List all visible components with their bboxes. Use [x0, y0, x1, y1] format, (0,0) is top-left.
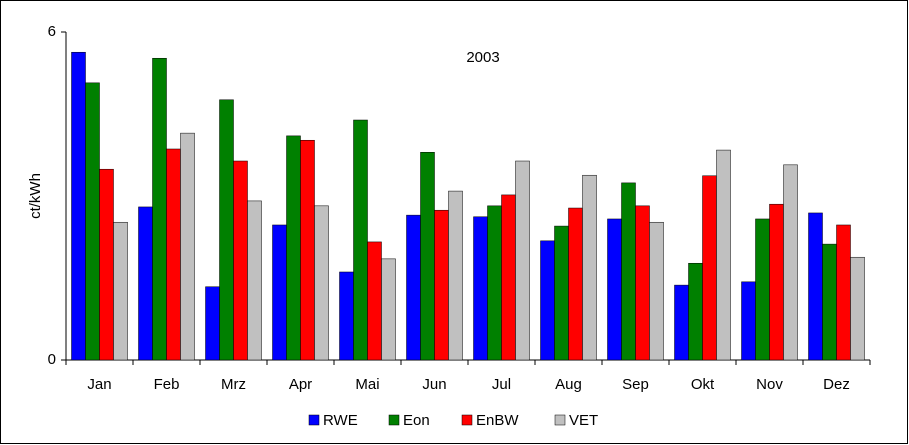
bar	[314, 205, 329, 361]
bar	[755, 218, 770, 361]
x-tick-label: Mai	[355, 376, 379, 393]
chart-title: 2003	[466, 49, 499, 66]
bar	[420, 152, 435, 361]
y-tick-label: 6	[48, 23, 56, 40]
bar	[205, 286, 220, 361]
bar	[554, 225, 569, 361]
bar	[688, 262, 703, 361]
bar	[635, 205, 650, 361]
bar	[473, 216, 488, 361]
x-tick-label: Dez	[823, 376, 850, 393]
bar	[674, 284, 689, 361]
x-tick-label: Aug	[555, 376, 582, 393]
bar	[71, 51, 86, 361]
y-axis-label: ct/kWh	[27, 173, 44, 219]
legend-label: Eon	[403, 412, 430, 429]
bar	[649, 221, 664, 361]
bar	[808, 212, 823, 361]
bar	[621, 182, 636, 361]
legend-label: EnBW	[476, 412, 519, 429]
bar	[822, 243, 837, 361]
bar	[406, 214, 421, 361]
legend-swatch	[461, 414, 473, 426]
bar	[487, 205, 502, 361]
bar	[180, 132, 195, 361]
bar	[381, 258, 396, 361]
bar	[434, 209, 449, 361]
bar	[247, 200, 262, 361]
bar	[741, 281, 756, 361]
legend-swatch	[554, 414, 566, 426]
legend-label: RWE	[323, 412, 358, 429]
bar	[582, 174, 597, 361]
x-tick-label: Mrz	[221, 376, 246, 393]
bar	[166, 148, 181, 361]
legend-label: VET	[569, 412, 598, 429]
bar	[540, 240, 555, 361]
bar	[272, 224, 287, 361]
bar	[233, 160, 248, 361]
bar	[783, 164, 798, 361]
legend-swatch	[308, 414, 320, 426]
bar	[769, 203, 784, 361]
bar	[501, 194, 516, 361]
legend-swatch	[388, 414, 400, 426]
bar	[515, 160, 530, 361]
x-tick-label: Apr	[289, 376, 312, 393]
bar	[138, 206, 153, 361]
bar	[85, 82, 100, 361]
x-tick-label: Jan	[87, 376, 111, 393]
bar	[568, 207, 583, 361]
bar	[448, 190, 463, 361]
bar	[607, 218, 622, 361]
bar	[716, 149, 731, 361]
y-tick-label: 0	[48, 351, 56, 368]
x-tick-label: Sep	[622, 376, 649, 393]
bar	[286, 135, 301, 361]
x-tick-label: Feb	[154, 376, 180, 393]
bar	[339, 271, 354, 361]
bar	[702, 175, 717, 361]
bar	[367, 241, 382, 361]
bar	[152, 57, 167, 361]
bar	[836, 224, 851, 361]
bar	[113, 221, 128, 361]
bar	[300, 139, 315, 361]
x-tick-label: Nov	[756, 376, 783, 393]
bar	[99, 168, 114, 361]
x-tick-label: Jun	[422, 376, 446, 393]
bar	[850, 256, 865, 361]
x-tick-label: Okt	[691, 376, 715, 393]
x-tick-label: Jul	[492, 376, 511, 393]
bar	[353, 119, 368, 361]
bar	[219, 99, 234, 361]
